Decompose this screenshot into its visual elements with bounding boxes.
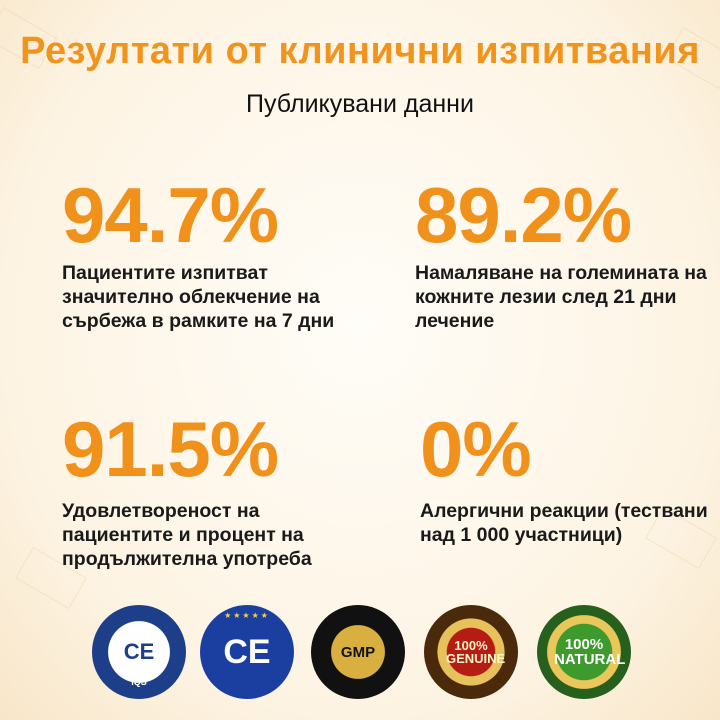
stat-description: Намаляване на големината на кожните лези…	[415, 262, 707, 332]
eu-stars-icon: ★★★★★	[224, 611, 270, 620]
stat-value: 91.5%	[62, 405, 279, 493]
badge-mark: 100% NATURAL	[554, 636, 626, 668]
page-title: Резултати от клинични изпитвания	[20, 30, 700, 72]
badge-mark: CE	[223, 632, 271, 671]
stat-value: 89.2%	[415, 171, 632, 259]
badge-ring-text: IQS	[131, 677, 147, 687]
stat-description: Алергични реакции (тествани над 1 000 уч…	[420, 500, 708, 546]
genuine-product-badge: 100% GENUINE	[424, 605, 518, 699]
badge-mark: GMP	[340, 643, 376, 661]
stat-satisfaction: 91.5% Удовлетвореност на пациентите и пр…	[62, 410, 362, 572]
stat-lesion-reduction: 89.2% Намаляване на големината на кожнит…	[415, 176, 715, 334]
badge-mark: CE	[123, 639, 155, 664]
iqs-certification-badge: CE IQS	[92, 605, 186, 699]
ce-mark-badge: ★★★★★ CE	[200, 605, 294, 699]
badge-mark: 100% GENUINE	[446, 638, 506, 666]
gmp-certified-badge: GMP	[311, 605, 405, 699]
stat-itch-relief: 94.7% Пациентите изпитват значително обл…	[62, 176, 362, 334]
certification-badges: CE IQS ★★★★★ CE GMP 100% GENUINE 100% NA…	[0, 605, 720, 705]
page-subtitle: Публикувани данни	[246, 90, 474, 118]
stat-allergic-reactions: 0% Алергични реакции (тествани над 1 000…	[420, 410, 720, 548]
stat-description: Удовлетвореност на пациентите и процент …	[62, 500, 312, 570]
stat-value: 94.7%	[62, 171, 279, 259]
stat-description: Пациентите изпитват значително облекчени…	[62, 262, 335, 332]
stat-value: 0%	[420, 405, 532, 493]
natural-product-badge: 100% NATURAL	[537, 605, 631, 699]
